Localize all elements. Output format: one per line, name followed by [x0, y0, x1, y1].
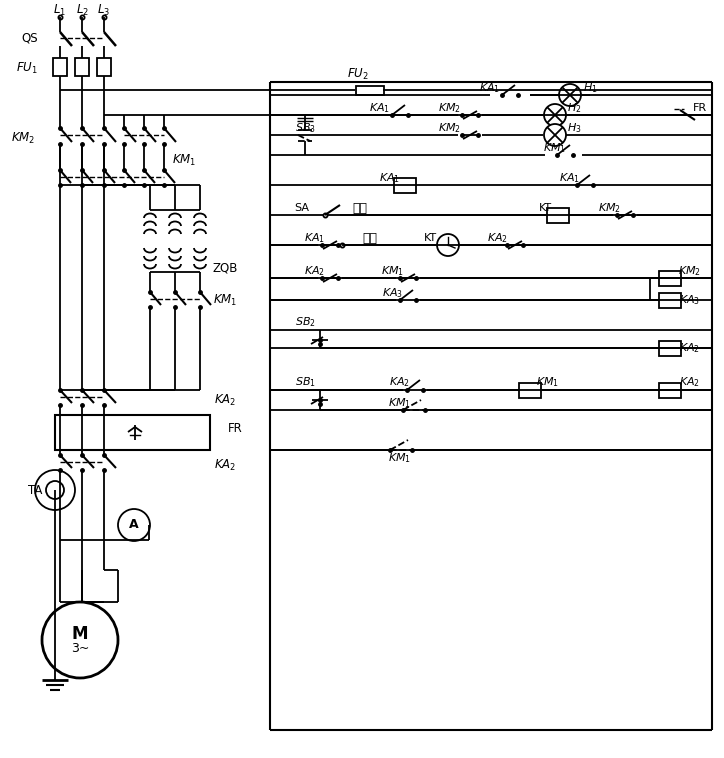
Text: $KA_2$: $KA_2$	[680, 375, 701, 389]
Text: $KA_3$: $KA_3$	[679, 293, 701, 307]
Text: FR: FR	[693, 103, 707, 113]
Circle shape	[35, 470, 75, 510]
Text: $KA_1$: $KA_1$	[560, 171, 581, 185]
Bar	[519, 383, 541, 397]
Text: $KA_2$: $KA_2$	[305, 264, 326, 278]
Text: $KM_1$: $KM_1$	[389, 451, 411, 465]
Text: 手动: 手动	[363, 231, 377, 245]
Text: $H_2$: $H_2$	[567, 101, 581, 115]
Text: $KA_2$: $KA_2$	[487, 231, 508, 245]
Text: ZQB: ZQB	[212, 262, 237, 274]
Circle shape	[544, 104, 566, 126]
Text: $KA_2$: $KA_2$	[214, 457, 236, 472]
Text: 3~: 3~	[71, 641, 89, 654]
Text: $KM_1$: $KM_1$	[382, 264, 405, 278]
Text: $L_3$: $L_3$	[98, 2, 111, 17]
Text: $SB_1$: $SB_1$	[295, 375, 316, 389]
Text: $L_2$: $L_2$	[75, 2, 88, 17]
Text: $SB_2$: $SB_2$	[295, 315, 316, 329]
Bar	[659, 340, 681, 356]
Text: KT: KT	[424, 233, 437, 243]
Bar	[75, 58, 89, 76]
Text: M: M	[72, 625, 88, 643]
Text: $H_1$: $H_1$	[583, 81, 597, 95]
Text: $KM_1$: $KM_1$	[213, 293, 237, 308]
Text: $KA_3$: $KA_3$	[382, 286, 403, 300]
Circle shape	[544, 124, 566, 146]
Text: $FU_1$: $FU_1$	[16, 61, 38, 76]
Text: $KM_1$: $KM_1$	[536, 375, 560, 389]
Text: KT: KT	[539, 203, 552, 213]
Text: FR: FR	[227, 421, 243, 434]
Bar	[356, 86, 384, 95]
Text: $KM_2$: $KM_2$	[439, 101, 461, 115]
Text: $SB_3$: $SB_3$	[295, 121, 316, 135]
Circle shape	[437, 234, 459, 256]
Text: $KA_2$: $KA_2$	[390, 375, 411, 389]
Text: $KM_1$: $KM_1$	[544, 141, 567, 155]
Circle shape	[42, 602, 118, 678]
Text: $KA_1$: $KA_1$	[379, 171, 400, 185]
Text: $FU_2$: $FU_2$	[347, 67, 369, 82]
Text: $KM_2$: $KM_2$	[439, 121, 461, 135]
Text: $KA_1$: $KA_1$	[479, 81, 500, 95]
Bar	[659, 383, 681, 397]
Text: QS: QS	[22, 32, 38, 45]
Circle shape	[46, 481, 64, 499]
Bar	[53, 58, 67, 76]
Text: $KM_2$: $KM_2$	[11, 130, 35, 146]
Text: 自动: 自动	[353, 202, 368, 215]
Text: $KA_2$: $KA_2$	[680, 341, 701, 355]
Bar	[547, 208, 569, 223]
Bar	[55, 415, 210, 450]
Bar	[659, 293, 681, 308]
Text: $KA_2$: $KA_2$	[214, 393, 236, 408]
Bar	[394, 177, 416, 193]
Bar	[659, 271, 681, 286]
Text: $KA_1$: $KA_1$	[304, 231, 326, 245]
Text: $KA_1$: $KA_1$	[369, 101, 390, 115]
Text: TA: TA	[28, 484, 42, 496]
Bar	[97, 58, 111, 76]
Text: $L_1$: $L_1$	[54, 2, 67, 17]
Circle shape	[559, 84, 581, 106]
Text: A: A	[129, 518, 139, 531]
Text: $KM_2$: $KM_2$	[678, 264, 702, 278]
Circle shape	[118, 509, 150, 541]
Text: $KM_1$: $KM_1$	[172, 152, 196, 168]
Text: $H_3$: $H_3$	[567, 121, 581, 135]
Text: SA: SA	[294, 203, 309, 213]
Text: $KM_1$: $KM_1$	[389, 396, 411, 410]
Text: $KM_2$: $KM_2$	[599, 201, 621, 215]
